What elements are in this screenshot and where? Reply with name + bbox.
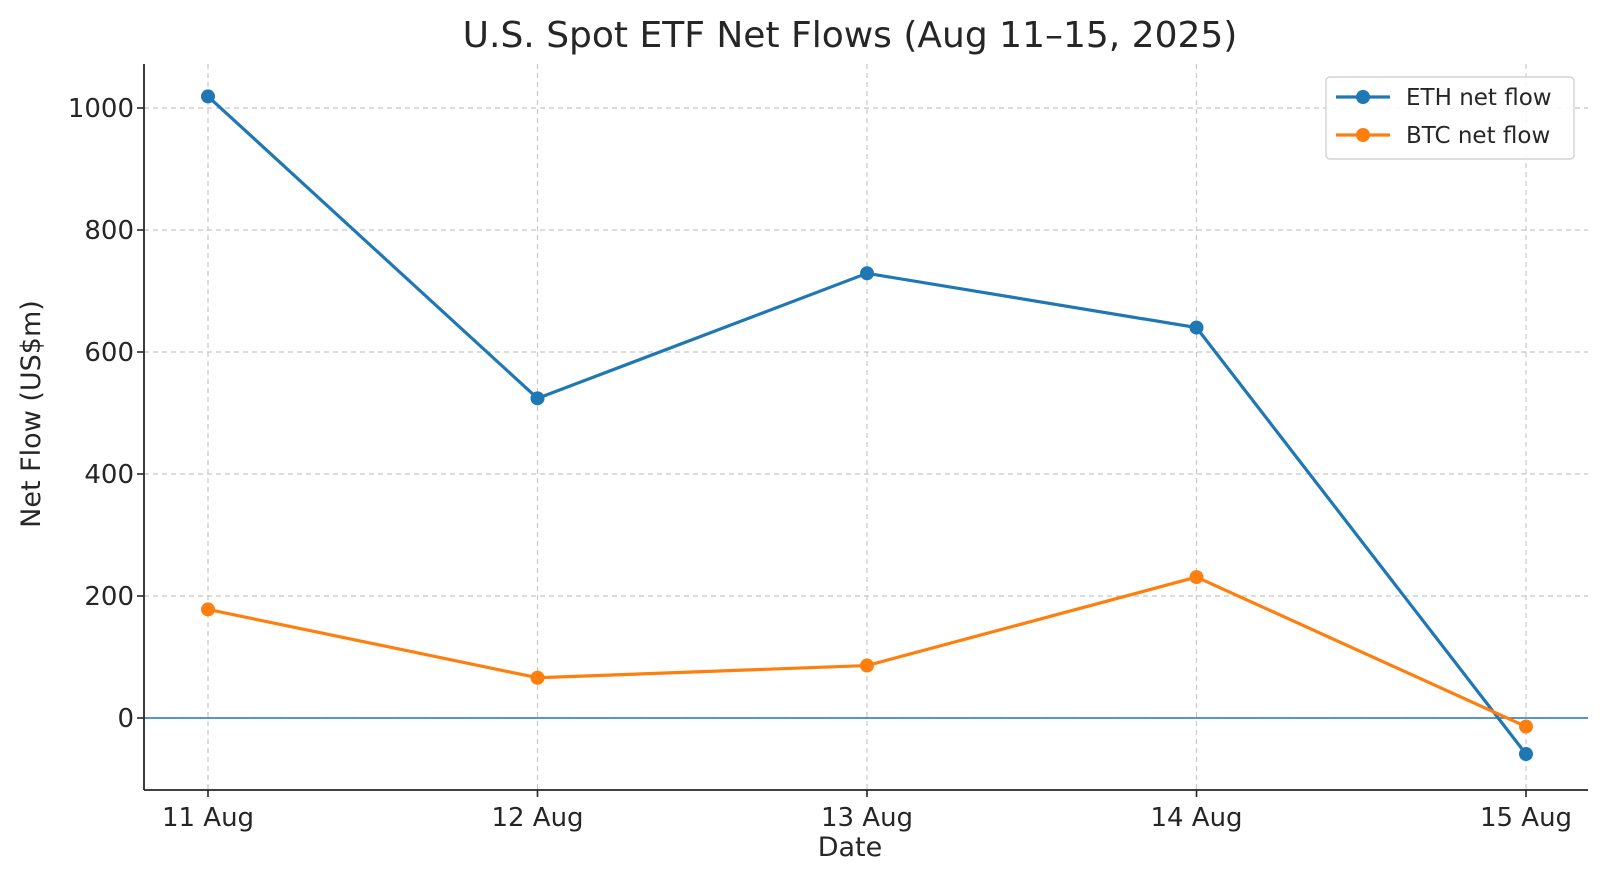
btc-point [530,670,545,685]
y-tick-label: 400 [84,460,134,490]
x-tick-label: 15 Aug [1480,803,1572,833]
eth-point [1189,320,1204,335]
btc-point [201,602,215,617]
eth-point [1519,746,1533,761]
legend-label: ETH net flow [1406,85,1552,111]
series-group [201,89,1533,761]
y-tick-label: 600 [84,338,134,368]
legend-swatch-marker [1356,128,1370,142]
legend-label: BTC net flow [1406,123,1550,149]
legend: ETH net flow BTC net flow [1325,76,1575,160]
eth-point [530,391,545,406]
legend-item-eth: ETH net flow [1336,85,1552,111]
y-axis-label: Net Flow (US$m) [16,300,47,528]
grid [144,64,1588,790]
x-tick-label: 13 Aug [821,803,913,833]
btc-point [1189,570,1204,585]
series-eth [201,89,1533,761]
y-tick-label: 200 [84,582,134,612]
eth-point [860,266,874,281]
y-tick-label: 1000 [68,94,134,124]
axes [137,64,1588,797]
eth-point [201,89,215,104]
tick-labels: 0 200 400 600 800 1000 11 Aug 12 Aug 13 Aug 14 Au… [68,94,1572,833]
btc-point [1519,719,1533,734]
legend-swatch-marker [1356,90,1370,104]
legend-item-btc: BTC net flow [1336,123,1550,149]
x-tick-label: 12 Aug [491,803,583,833]
series-btc [201,570,1533,734]
chart-title: U.S. Spot ETF Net Flows (Aug 11–15, 2025… [463,15,1238,56]
x-axis-label: Date [818,832,883,863]
x-tick-label: 11 Aug [162,803,254,833]
y-tick-label: 0 [117,704,134,734]
btc-point [860,658,874,673]
x-tick-label: 14 Aug [1150,803,1242,833]
y-tick-label: 800 [84,216,134,246]
